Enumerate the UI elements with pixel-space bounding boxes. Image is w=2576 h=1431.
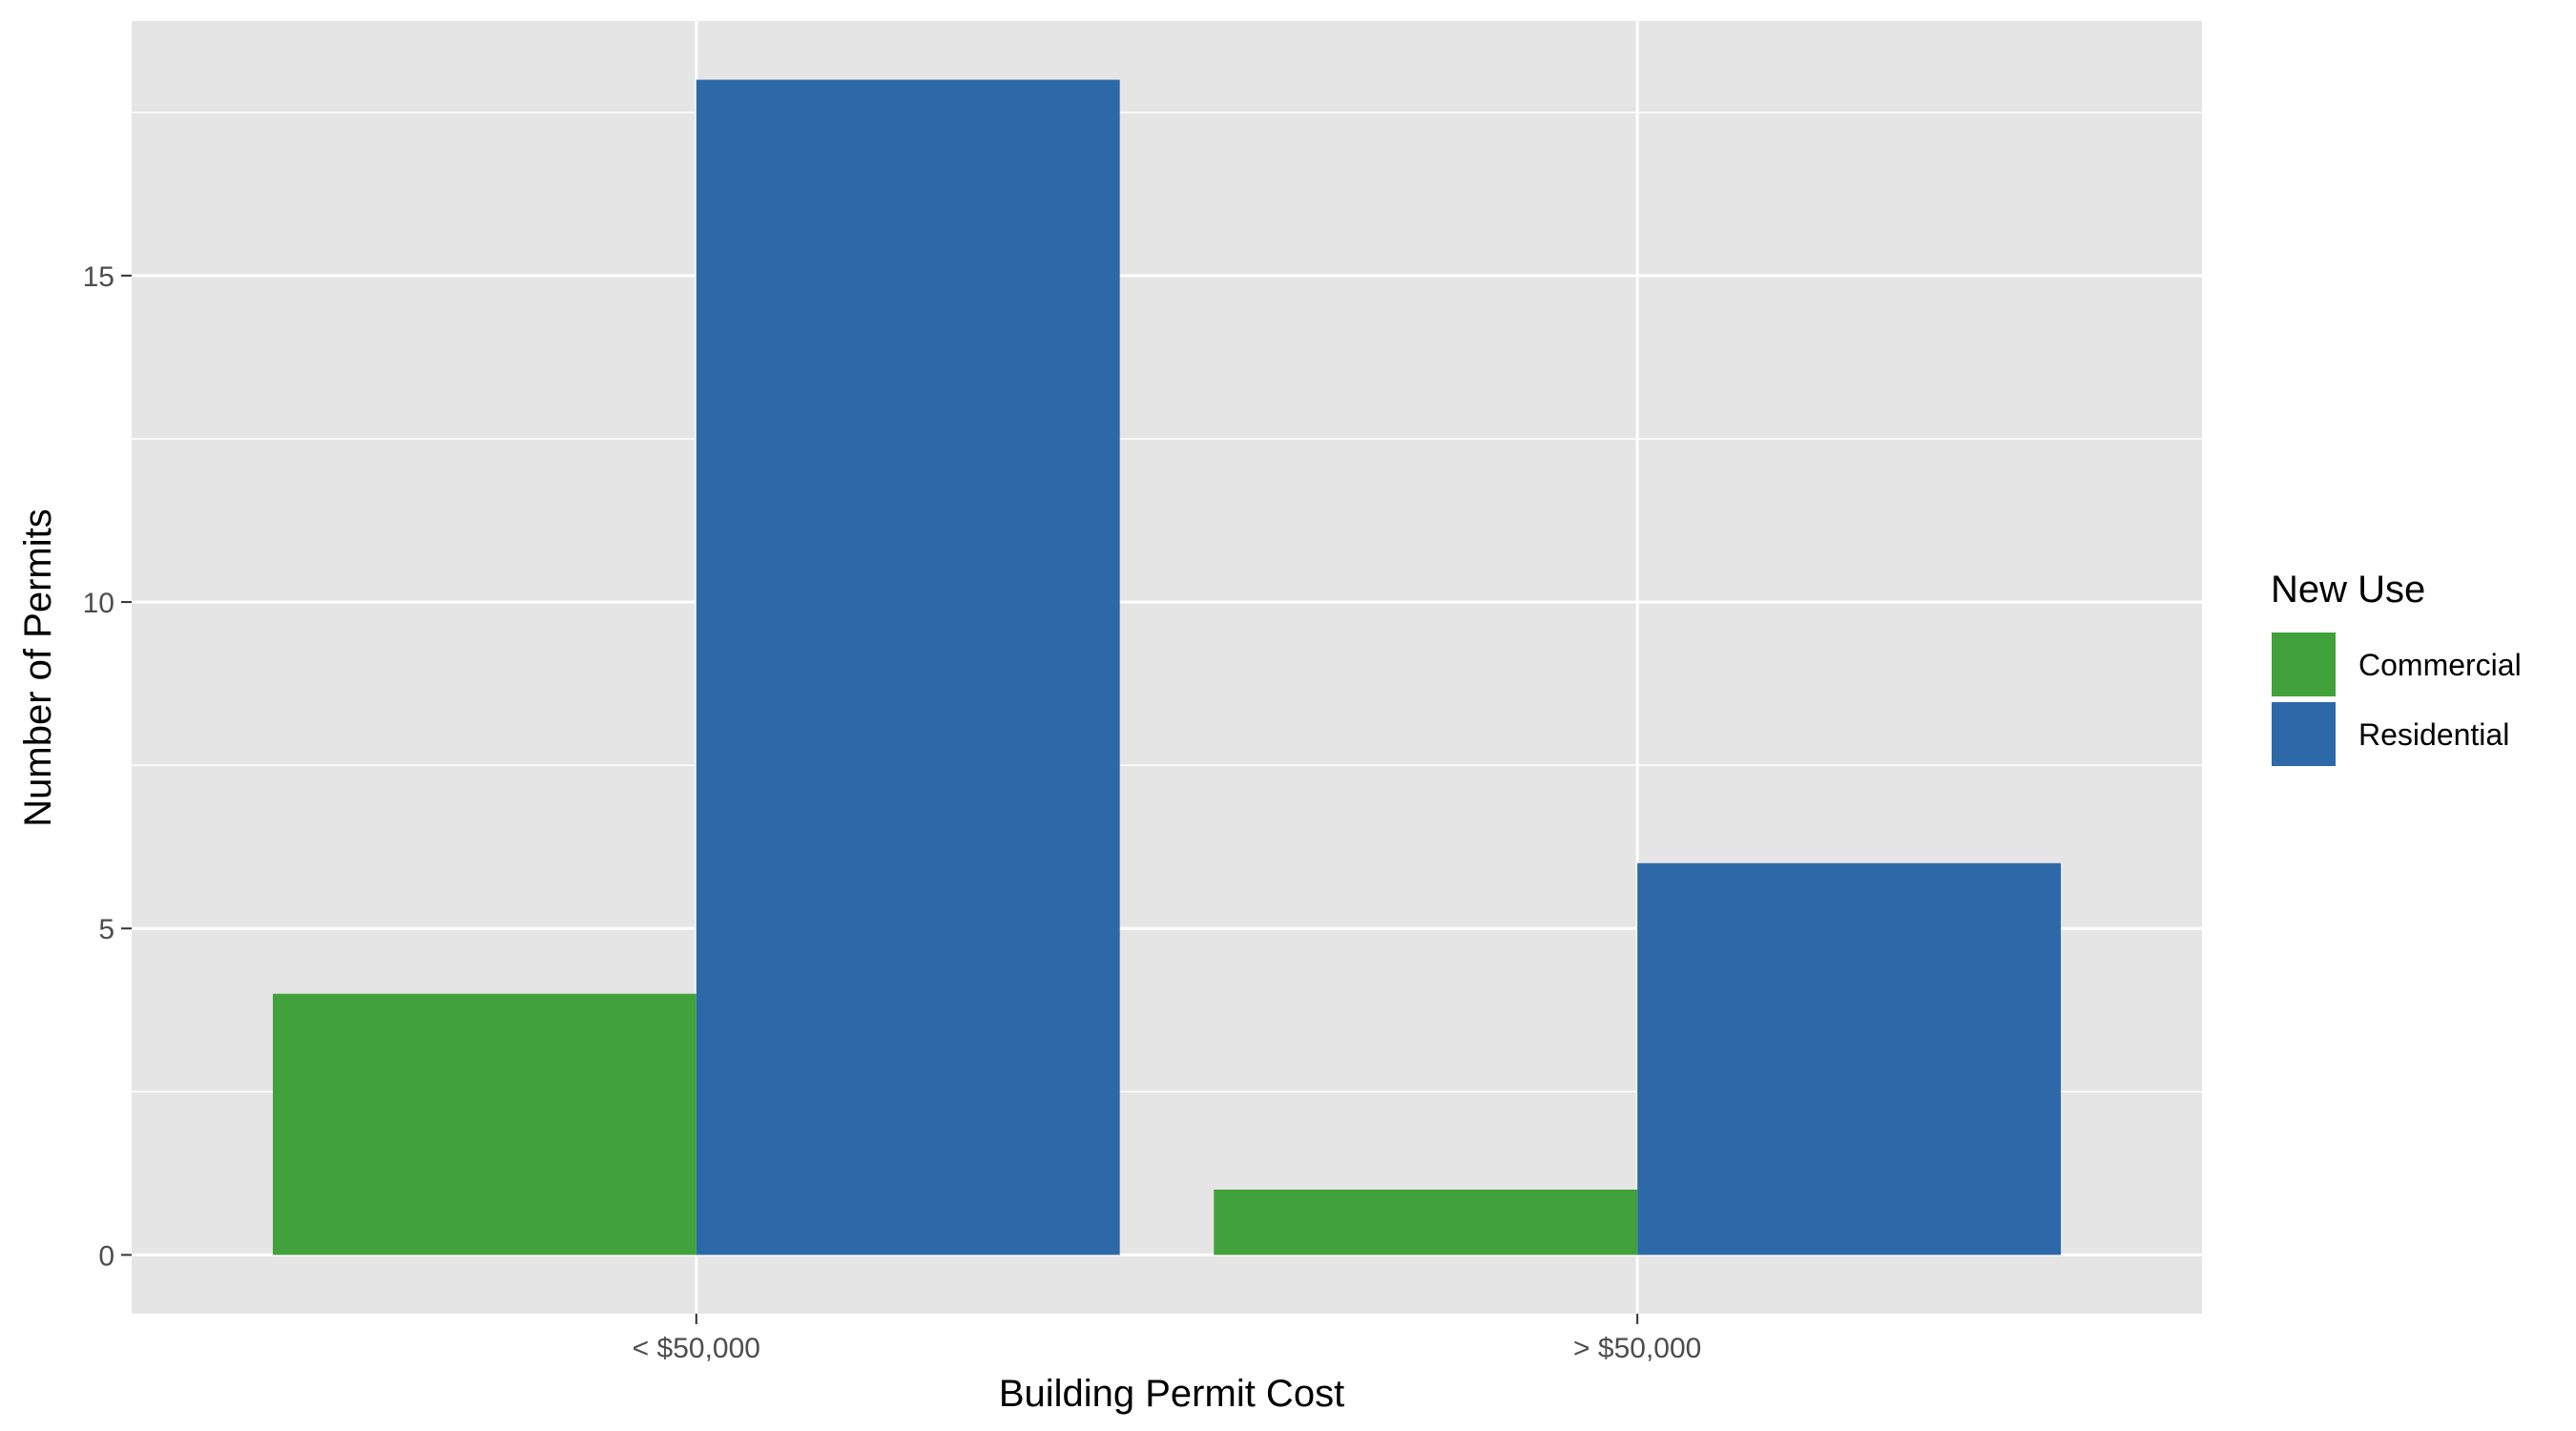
legend-key-residential xyxy=(2270,700,2337,768)
legend: New Use Commercial Residential xyxy=(2270,569,2522,768)
x-axis-title: Building Permit Cost xyxy=(999,1373,1344,1415)
bar-residential xyxy=(696,79,1120,1255)
x-tick-label: < $50,000 xyxy=(633,1333,760,1364)
bars-group xyxy=(272,79,2062,1255)
legend-label-residential: Residential xyxy=(2358,717,2509,752)
y-axis-title: Number of Permits xyxy=(17,508,59,826)
x-tick-label: > $50,000 xyxy=(1573,1333,1701,1364)
legend-title: New Use xyxy=(2271,569,2425,611)
legend-label-commercial: Commercial xyxy=(2358,648,2522,682)
x-axis: < $50,000 > $50,000 xyxy=(633,1314,1701,1364)
y-tick-label: 5 xyxy=(98,914,114,945)
bar-residential xyxy=(1637,862,2062,1255)
y-tick-label: 0 xyxy=(98,1240,114,1272)
legend-key-commercial xyxy=(2270,631,2337,698)
bar-commercial xyxy=(272,993,696,1255)
y-axis: 0 5 10 15 xyxy=(83,261,132,1272)
legend-items: Commercial Residential xyxy=(2270,631,2522,768)
y-tick-label: 15 xyxy=(83,261,114,293)
y-tick-label: 10 xyxy=(83,588,114,619)
bar-commercial xyxy=(1214,1189,1638,1255)
